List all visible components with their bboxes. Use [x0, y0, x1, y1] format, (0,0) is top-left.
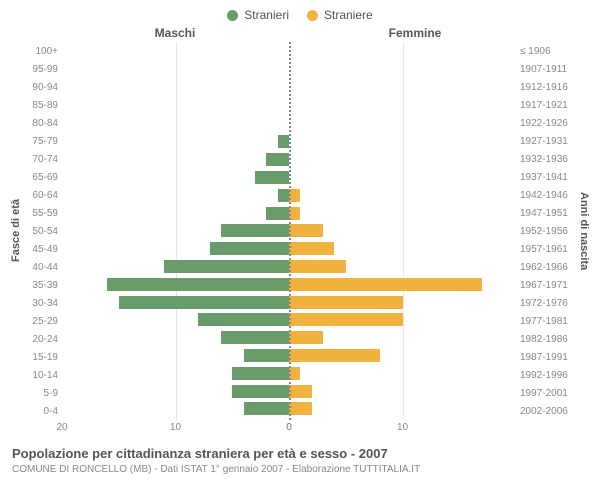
birth-tick: 1982-1986 — [520, 334, 574, 345]
female-half — [289, 42, 516, 420]
bar-male — [107, 278, 289, 291]
birth-tick: 1957-1961 — [520, 244, 574, 255]
birth-tick: 1922-1926 — [520, 118, 574, 129]
birth-tick: 1987-1991 — [520, 352, 574, 363]
birth-tick: 1932-1936 — [520, 154, 574, 165]
birth-tick: 1917-1921 — [520, 100, 574, 111]
header-female: Femmine — [300, 26, 590, 40]
age-tick: 10-14 — [26, 370, 58, 381]
birth-tick: 1927-1931 — [520, 136, 574, 147]
birth-tick: 1952-1956 — [520, 226, 574, 237]
bar-female — [289, 402, 312, 415]
age-tick: 65-69 — [26, 172, 58, 183]
bar-female — [289, 224, 323, 237]
birth-tick: 1967-1971 — [520, 280, 574, 291]
legend-item-female: Straniere — [307, 8, 373, 22]
gridline — [403, 42, 404, 420]
y-axis-label-left: Fasce di età — [10, 42, 26, 420]
bar-male — [244, 402, 289, 415]
x-tick: 0 — [286, 422, 292, 433]
age-tick: 50-54 — [26, 226, 58, 237]
x-tick: 20 — [56, 422, 67, 433]
age-tick: 95-99 — [26, 64, 58, 75]
legend-male-label: Stranieri — [244, 8, 289, 22]
age-tick: 20-24 — [26, 334, 58, 345]
birth-tick: 1942-1946 — [520, 190, 574, 201]
x-tick: 10 — [397, 422, 408, 433]
bar-male — [278, 135, 289, 148]
age-tick: 35-39 — [26, 280, 58, 291]
bar-female — [289, 385, 312, 398]
male-half — [62, 42, 289, 420]
bar-male — [221, 224, 289, 237]
chart-body: Fasce di età 100+ 95-99 90-94 85-89 80-84 75-… — [10, 42, 590, 420]
bar-male — [221, 331, 289, 344]
birth-tick: 1907-1911 — [520, 64, 574, 75]
bar-female — [289, 296, 403, 309]
age-tick: 90-94 — [26, 82, 58, 93]
plot-area — [62, 42, 516, 420]
bar-male — [232, 367, 289, 380]
birth-tick: ≤ 1906 — [520, 46, 574, 57]
age-tick: 60-64 — [26, 190, 58, 201]
birth-tick: 1977-1981 — [520, 316, 574, 327]
birth-tick: 1972-1976 — [520, 298, 574, 309]
footer-title: Popolazione per cittadinanza straniera p… — [12, 446, 588, 461]
age-tick: 0-4 — [26, 406, 58, 417]
birth-axis: ≤ 1906 1907-1911 1912-1916 1917-1921 1922-19… — [516, 42, 574, 420]
center-line — [289, 42, 291, 420]
bar-male — [119, 296, 289, 309]
bar-male — [255, 171, 289, 184]
pyramid-chart: Stranieri Straniere Maschi Femmine Fasce… — [0, 0, 600, 500]
bar-male — [232, 385, 289, 398]
header-male: Maschi — [10, 26, 300, 40]
x-axis: 20100 010 — [10, 422, 590, 436]
age-tick: 40-44 — [26, 262, 58, 273]
column-headers: Maschi Femmine — [10, 26, 590, 40]
bar-male — [164, 260, 289, 273]
birth-tick: 1962-1966 — [520, 262, 574, 273]
bar-female — [289, 331, 323, 344]
legend-item-male: Stranieri — [227, 8, 289, 22]
age-tick: 80-84 — [26, 118, 58, 129]
age-tick: 25-29 — [26, 316, 58, 327]
age-tick: 100+ — [26, 46, 58, 57]
age-tick: 5-9 — [26, 388, 58, 399]
y-axis-label-right: Anni di nascita — [574, 42, 590, 420]
age-tick: 45-49 — [26, 244, 58, 255]
age-tick: 85-89 — [26, 100, 58, 111]
legend: Stranieri Straniere — [10, 8, 590, 22]
birth-tick: 1992-1996 — [520, 370, 574, 381]
bar-male — [198, 313, 289, 326]
bar-male — [244, 349, 289, 362]
gridline — [176, 42, 177, 420]
chart-footer: Popolazione per cittadinanza straniera p… — [10, 446, 590, 475]
age-tick: 75-79 — [26, 136, 58, 147]
bar-male — [278, 189, 289, 202]
male-swatch — [227, 10, 238, 21]
x-tick: 10 — [170, 422, 181, 433]
bar-female — [289, 313, 403, 326]
bar-male — [210, 242, 289, 255]
bar-female — [289, 349, 380, 362]
female-swatch — [307, 10, 318, 21]
bar-female — [289, 260, 346, 273]
birth-tick: 2002-2006 — [520, 406, 574, 417]
bar-male — [266, 207, 289, 220]
footer-subtitle: COMUNE DI RONCELLO (MB) - Dati ISTAT 1° … — [12, 464, 588, 475]
bar-female — [289, 242, 334, 255]
age-tick: 55-59 — [26, 208, 58, 219]
birth-tick: 1997-2001 — [520, 388, 574, 399]
bar-male — [266, 153, 289, 166]
birth-tick: 1937-1941 — [520, 172, 574, 183]
age-tick: 15-19 — [26, 352, 58, 363]
age-axis: 100+ 95-99 90-94 85-89 80-84 75-79 70-74 65-69 6… — [26, 42, 62, 420]
birth-tick: 1912-1916 — [520, 82, 574, 93]
legend-female-label: Straniere — [324, 8, 373, 22]
birth-tick: 1947-1951 — [520, 208, 574, 219]
bar-female — [289, 278, 482, 291]
age-tick: 70-74 — [26, 154, 58, 165]
age-tick: 30-34 — [26, 298, 58, 309]
